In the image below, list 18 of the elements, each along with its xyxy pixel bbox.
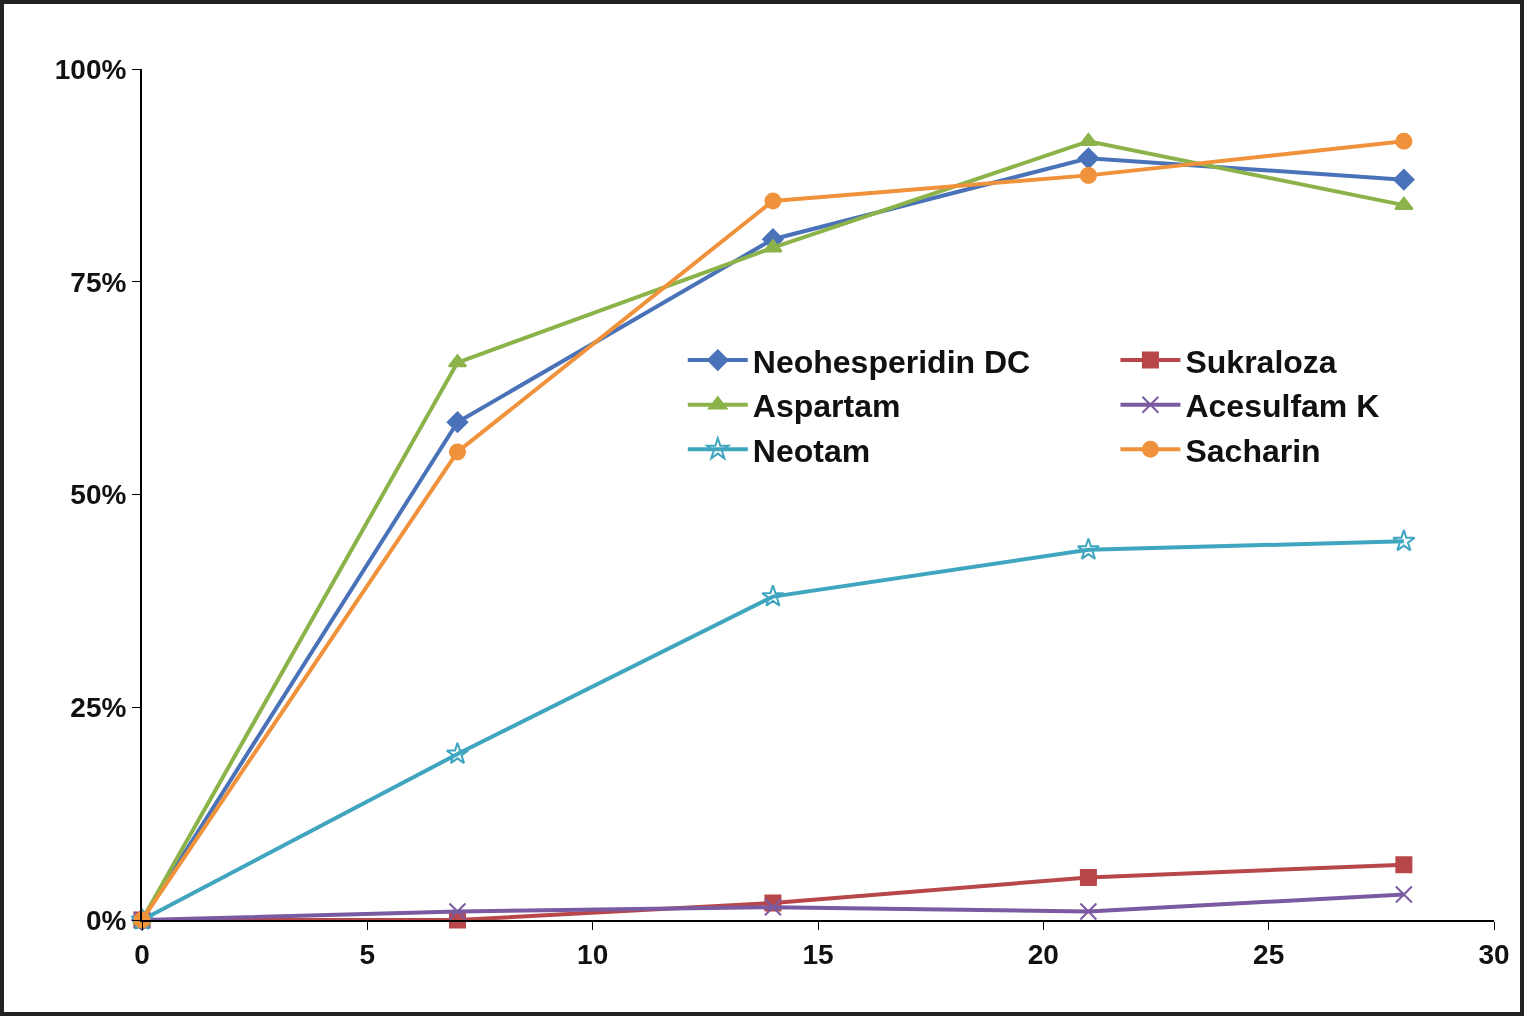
legend-label: Neotam <box>752 432 871 469</box>
x-tick-label: 10 <box>577 938 609 970</box>
legend-label: Neohesperidin DC <box>752 343 1031 380</box>
y-tick-label: 0% <box>85 904 127 936</box>
x-tick-label: 30 <box>1478 938 1510 970</box>
legend-label: Acesulfam K <box>1185 388 1380 425</box>
y-tick-label: 50% <box>70 479 127 511</box>
y-tick-label: 25% <box>70 692 127 724</box>
y-tick-label: 100% <box>54 53 127 85</box>
x-tick-label: 25 <box>1253 938 1285 970</box>
y-tick-label: 75% <box>70 266 127 298</box>
x-tick-label: 5 <box>359 938 376 970</box>
legend-label: Sacharin <box>1185 432 1321 469</box>
x-tick-label: 15 <box>802 938 834 970</box>
legend-label: Aspartam <box>752 388 901 425</box>
x-tick-label: 20 <box>1027 938 1059 970</box>
x-tick-label: 0 <box>134 938 150 970</box>
legend-label: Sukraloza <box>1185 343 1337 380</box>
